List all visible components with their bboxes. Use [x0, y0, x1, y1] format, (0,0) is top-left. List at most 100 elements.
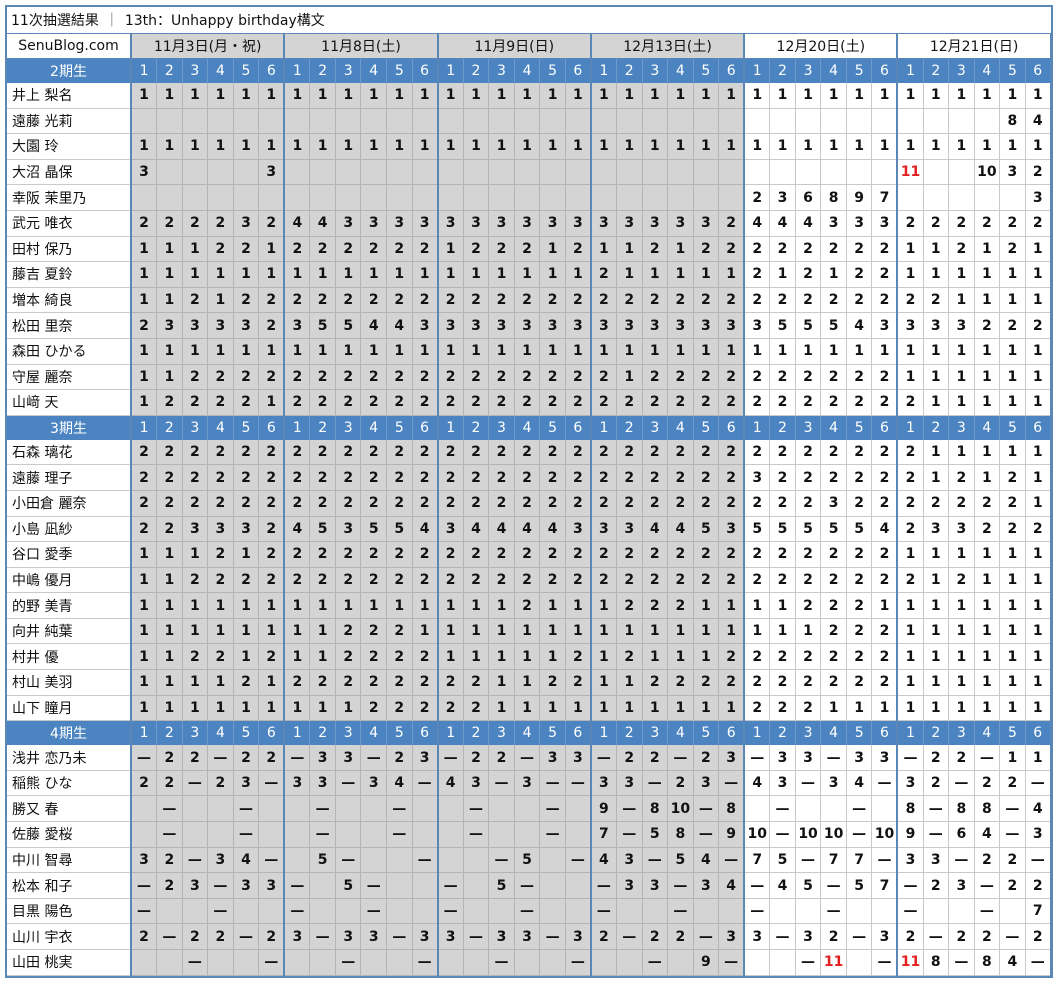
- result-cell: 2: [463, 236, 490, 263]
- result-cell: 2: [258, 745, 286, 771]
- result-cell: [718, 184, 746, 211]
- member-name: 松本 和子: [7, 872, 132, 899]
- result-cell: 2: [642, 287, 669, 314]
- result-cell: 2: [514, 364, 541, 391]
- result-cell: 1: [999, 261, 1026, 288]
- result-cell: 2: [744, 439, 771, 466]
- result-cell: —: [718, 770, 746, 797]
- result-cell: 3: [309, 770, 336, 797]
- result-cell: [693, 184, 720, 211]
- result-cell: 2: [667, 389, 694, 416]
- result-cell: 3: [488, 923, 515, 950]
- result-cell: 1: [131, 695, 158, 722]
- result-cell: 1: [897, 338, 924, 365]
- result-cell: 1: [488, 133, 515, 160]
- slot-number: 1: [590, 720, 617, 746]
- result-cell: 3: [386, 210, 413, 237]
- result-cell: 3: [412, 745, 439, 771]
- result-cell: 2: [360, 287, 388, 314]
- result-cell: 2: [565, 236, 592, 263]
- result-cell: 2: [182, 439, 209, 466]
- result-cell: 2: [539, 287, 566, 314]
- result-cell: [335, 821, 362, 848]
- result-cell: 1: [667, 338, 694, 365]
- result-cell: [463, 184, 490, 211]
- result-cell: [923, 898, 950, 925]
- result-cell: 1: [667, 695, 694, 722]
- result-cell: 2: [999, 312, 1026, 339]
- result-cell: 1: [948, 643, 975, 671]
- result-cell: 2: [923, 210, 950, 237]
- result-cell: 1: [718, 592, 746, 619]
- result-cell: 2: [744, 287, 771, 314]
- result-cell: 3: [769, 184, 796, 211]
- result-cell: 2: [360, 439, 388, 466]
- result-cell: —: [463, 923, 490, 950]
- result-cell: 1: [999, 643, 1026, 671]
- result-cell: 2: [156, 872, 183, 899]
- result-cell: 1: [131, 83, 158, 109]
- result-cell: [437, 108, 464, 135]
- result-cell: 1: [897, 364, 924, 391]
- member-row: 大沼 晶保 3 3 11 10 3 2: [7, 159, 1052, 186]
- result-cell: 2: [948, 236, 975, 263]
- result-cell: —: [258, 770, 286, 797]
- result-cell: 1: [233, 643, 260, 671]
- result-cell: [769, 159, 796, 186]
- result-cell: —: [182, 770, 209, 797]
- result-cell: —: [744, 872, 771, 899]
- result-cell: —: [744, 898, 771, 925]
- group-header-row: 3期生 1 2 3 4 5 6 1 2 3 4 5 6 1 2 3 4 5 6 1 2 3 4 5 6 1 2 3 4 5 6 1 2 3 4 5 6: [7, 415, 1052, 440]
- result-cell: 9: [846, 184, 873, 211]
- result-cell: 2: [207, 236, 234, 263]
- result-cell: 1: [642, 618, 669, 645]
- result-cell: 4: [284, 210, 311, 237]
- result-cell: 7: [744, 847, 771, 874]
- result-cell: 4: [846, 312, 873, 339]
- result-cell: —: [284, 898, 311, 925]
- result-cell: 1: [335, 83, 362, 109]
- result-cell: 1: [999, 745, 1026, 771]
- result-cell: 2: [769, 236, 796, 263]
- site-label: SenuBlog.com: [7, 34, 132, 59]
- result-cell: 2: [820, 567, 847, 594]
- result-cell: 2: [182, 287, 209, 314]
- result-cell: 1: [1025, 261, 1052, 288]
- result-cell: 1: [923, 439, 950, 466]
- result-cell: 2: [258, 210, 286, 237]
- result-cell: 1: [744, 338, 771, 365]
- result-cell: [233, 949, 260, 976]
- result-cell: 1: [284, 133, 311, 160]
- result-cell: 1: [539, 133, 566, 160]
- date-header: 11月3日(月・祝): [131, 34, 286, 59]
- result-cell: [974, 108, 1001, 135]
- result-cell: 2: [897, 210, 924, 237]
- result-cell: 1: [258, 695, 286, 722]
- result-cell: —: [463, 795, 490, 823]
- result-cell: —: [233, 923, 260, 950]
- result-cell: —: [642, 847, 669, 874]
- result-cell: 5: [335, 312, 362, 339]
- result-cell: 6: [948, 821, 975, 848]
- result-cell: [233, 159, 260, 186]
- result-cell: 2: [744, 490, 771, 517]
- result-cell: 2: [795, 364, 822, 391]
- result-cell: 2: [923, 745, 950, 771]
- result-cell: 3: [667, 210, 694, 237]
- result-cell: 2: [590, 439, 617, 466]
- result-cell: 2: [897, 923, 924, 950]
- result-cell: 3: [897, 312, 924, 339]
- result-cell: 2: [744, 364, 771, 391]
- result-cell: 1: [693, 338, 720, 365]
- result-cell: 2: [820, 364, 847, 391]
- result-cell: 2: [360, 643, 388, 671]
- result-cell: —: [386, 821, 413, 848]
- result-cell: 2: [871, 236, 899, 263]
- result-cell: 2: [616, 541, 643, 568]
- member-row: 谷口 愛季 1 1 1 2 1 2 2 2 2 2 2 2 2 2 2 2 2 2 2 2 2 2 2 2 2 2 2 2 2 2 1 1 1 1 1…: [7, 541, 1052, 568]
- result-cell: 11: [897, 949, 924, 976]
- result-cell: 7: [1025, 898, 1052, 925]
- result-cell: 1: [667, 261, 694, 288]
- result-cell: 1: [284, 261, 311, 288]
